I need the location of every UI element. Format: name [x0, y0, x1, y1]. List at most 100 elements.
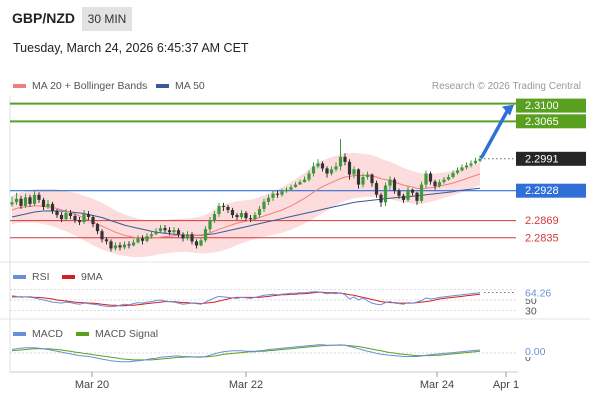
candle-body: [64, 213, 68, 220]
candle-body: [122, 244, 127, 248]
candle-body: [334, 166, 338, 170]
candle-body: [329, 169, 334, 174]
candle-body: [50, 203, 55, 211]
legend-macd-label: MACD: [32, 328, 63, 340]
legend-macd-signal-label: MACD Signal: [95, 328, 159, 340]
candle-body: [401, 195, 406, 200]
candle-body: [190, 234, 194, 242]
ma20-swatch: [13, 84, 26, 88]
candle-body: [442, 179, 446, 183]
time-axis-label: Mar 22: [229, 379, 263, 391]
candle-body: [325, 168, 329, 174]
candle-body: [217, 205, 221, 214]
price-label-target: 2.3065: [525, 116, 559, 128]
candle-body: [424, 173, 428, 185]
candle-body: [235, 215, 239, 217]
rsi-swatch: [13, 275, 26, 279]
candle-body: [451, 173, 455, 178]
forecast-arrow-head: [502, 104, 514, 116]
candle-body: [302, 179, 307, 183]
candle-body: [95, 224, 100, 232]
macd-line: [11, 344, 481, 363]
candle-body: [478, 158, 482, 161]
candle-body: [397, 190, 401, 196]
candle-body: [113, 245, 118, 249]
candle-body: [446, 177, 451, 180]
candle-body: [410, 189, 415, 193]
candle-body: [208, 220, 212, 230]
candle-body: [415, 192, 419, 201]
candle-body: [383, 185, 388, 203]
candle-body: [55, 211, 59, 216]
candle-body: [167, 230, 172, 233]
candle-body: [428, 173, 433, 182]
candle-body: [343, 156, 347, 162]
candle-body: [28, 197, 32, 204]
candle-body: [82, 214, 86, 223]
timeframe-badge[interactable]: 30 MIN: [82, 7, 132, 31]
price-label-target: 2.3100: [525, 100, 559, 112]
candle-body: [253, 215, 257, 220]
candle-body: [212, 214, 217, 221]
price-label-box: [516, 98, 586, 113]
price-label-box: [516, 183, 586, 198]
candle-body: [172, 230, 176, 233]
legend-rsi-ma: 9MA: [62, 271, 103, 283]
macd-swatch: [13, 332, 26, 336]
candle-body: [68, 213, 73, 216]
candle-body: [86, 214, 91, 217]
candle-body: [370, 174, 374, 184]
legend-ma20: MA 20 + Bollinger Bands: [13, 80, 147, 92]
time-axis-label: Mar 24: [420, 379, 454, 391]
candle-body: [230, 210, 235, 216]
candle-body: [41, 199, 46, 207]
rsi-line: [11, 291, 481, 308]
ma50-swatch: [156, 84, 169, 88]
candle-body: [91, 217, 95, 225]
candle-body: [257, 208, 262, 215]
candle-body: [109, 241, 113, 249]
candle-body: [437, 182, 442, 187]
candle-body: [149, 234, 154, 237]
candle-body: [37, 194, 41, 200]
candle-body: [77, 220, 82, 223]
candle-body: [289, 187, 293, 190]
time-axis-label: Mar 20: [75, 379, 109, 391]
candle-body: [158, 228, 163, 232]
candle-body: [473, 160, 478, 164]
macd-signal-line: [11, 344, 481, 361]
candle-body: [194, 241, 199, 246]
candle-body: [46, 203, 50, 207]
candle-body: [14, 198, 19, 203]
candle-body: [338, 156, 343, 167]
candle-body: [73, 216, 77, 221]
price-label-support: 2.2869: [525, 215, 559, 227]
candle-body: [311, 166, 316, 174]
candle-body: [293, 184, 298, 188]
legend-ma50: MA 50: [156, 80, 205, 92]
legend-ma20-label: MA 20 + Bollinger Bands: [32, 80, 148, 92]
candle-body: [356, 169, 361, 185]
bollinger-band: [12, 152, 480, 258]
candle-body: [262, 201, 266, 209]
legend-rsi-ma-label: 9MA: [81, 271, 103, 283]
candle-body: [118, 245, 122, 248]
candle-body: [365, 174, 370, 177]
candle-body: [104, 239, 109, 242]
candle-body: [307, 173, 311, 180]
candle-body: [140, 238, 145, 241]
macd-signal-swatch: [76, 332, 89, 336]
candle-body: [23, 197, 28, 206]
rsi-tick-label: 30: [525, 305, 537, 317]
candle-body: [374, 183, 379, 195]
macd-tick-label: 0: [525, 352, 531, 364]
price-label-last: 2.2991: [525, 153, 559, 165]
candle-body: [10, 202, 14, 205]
candle-body: [433, 181, 437, 187]
time-axis-label: Apr 1: [493, 379, 519, 391]
candle-body: [244, 213, 248, 219]
price-label-support: 2.2835: [525, 232, 559, 244]
candle-body: [32, 194, 37, 204]
candle-body: [347, 161, 352, 175]
